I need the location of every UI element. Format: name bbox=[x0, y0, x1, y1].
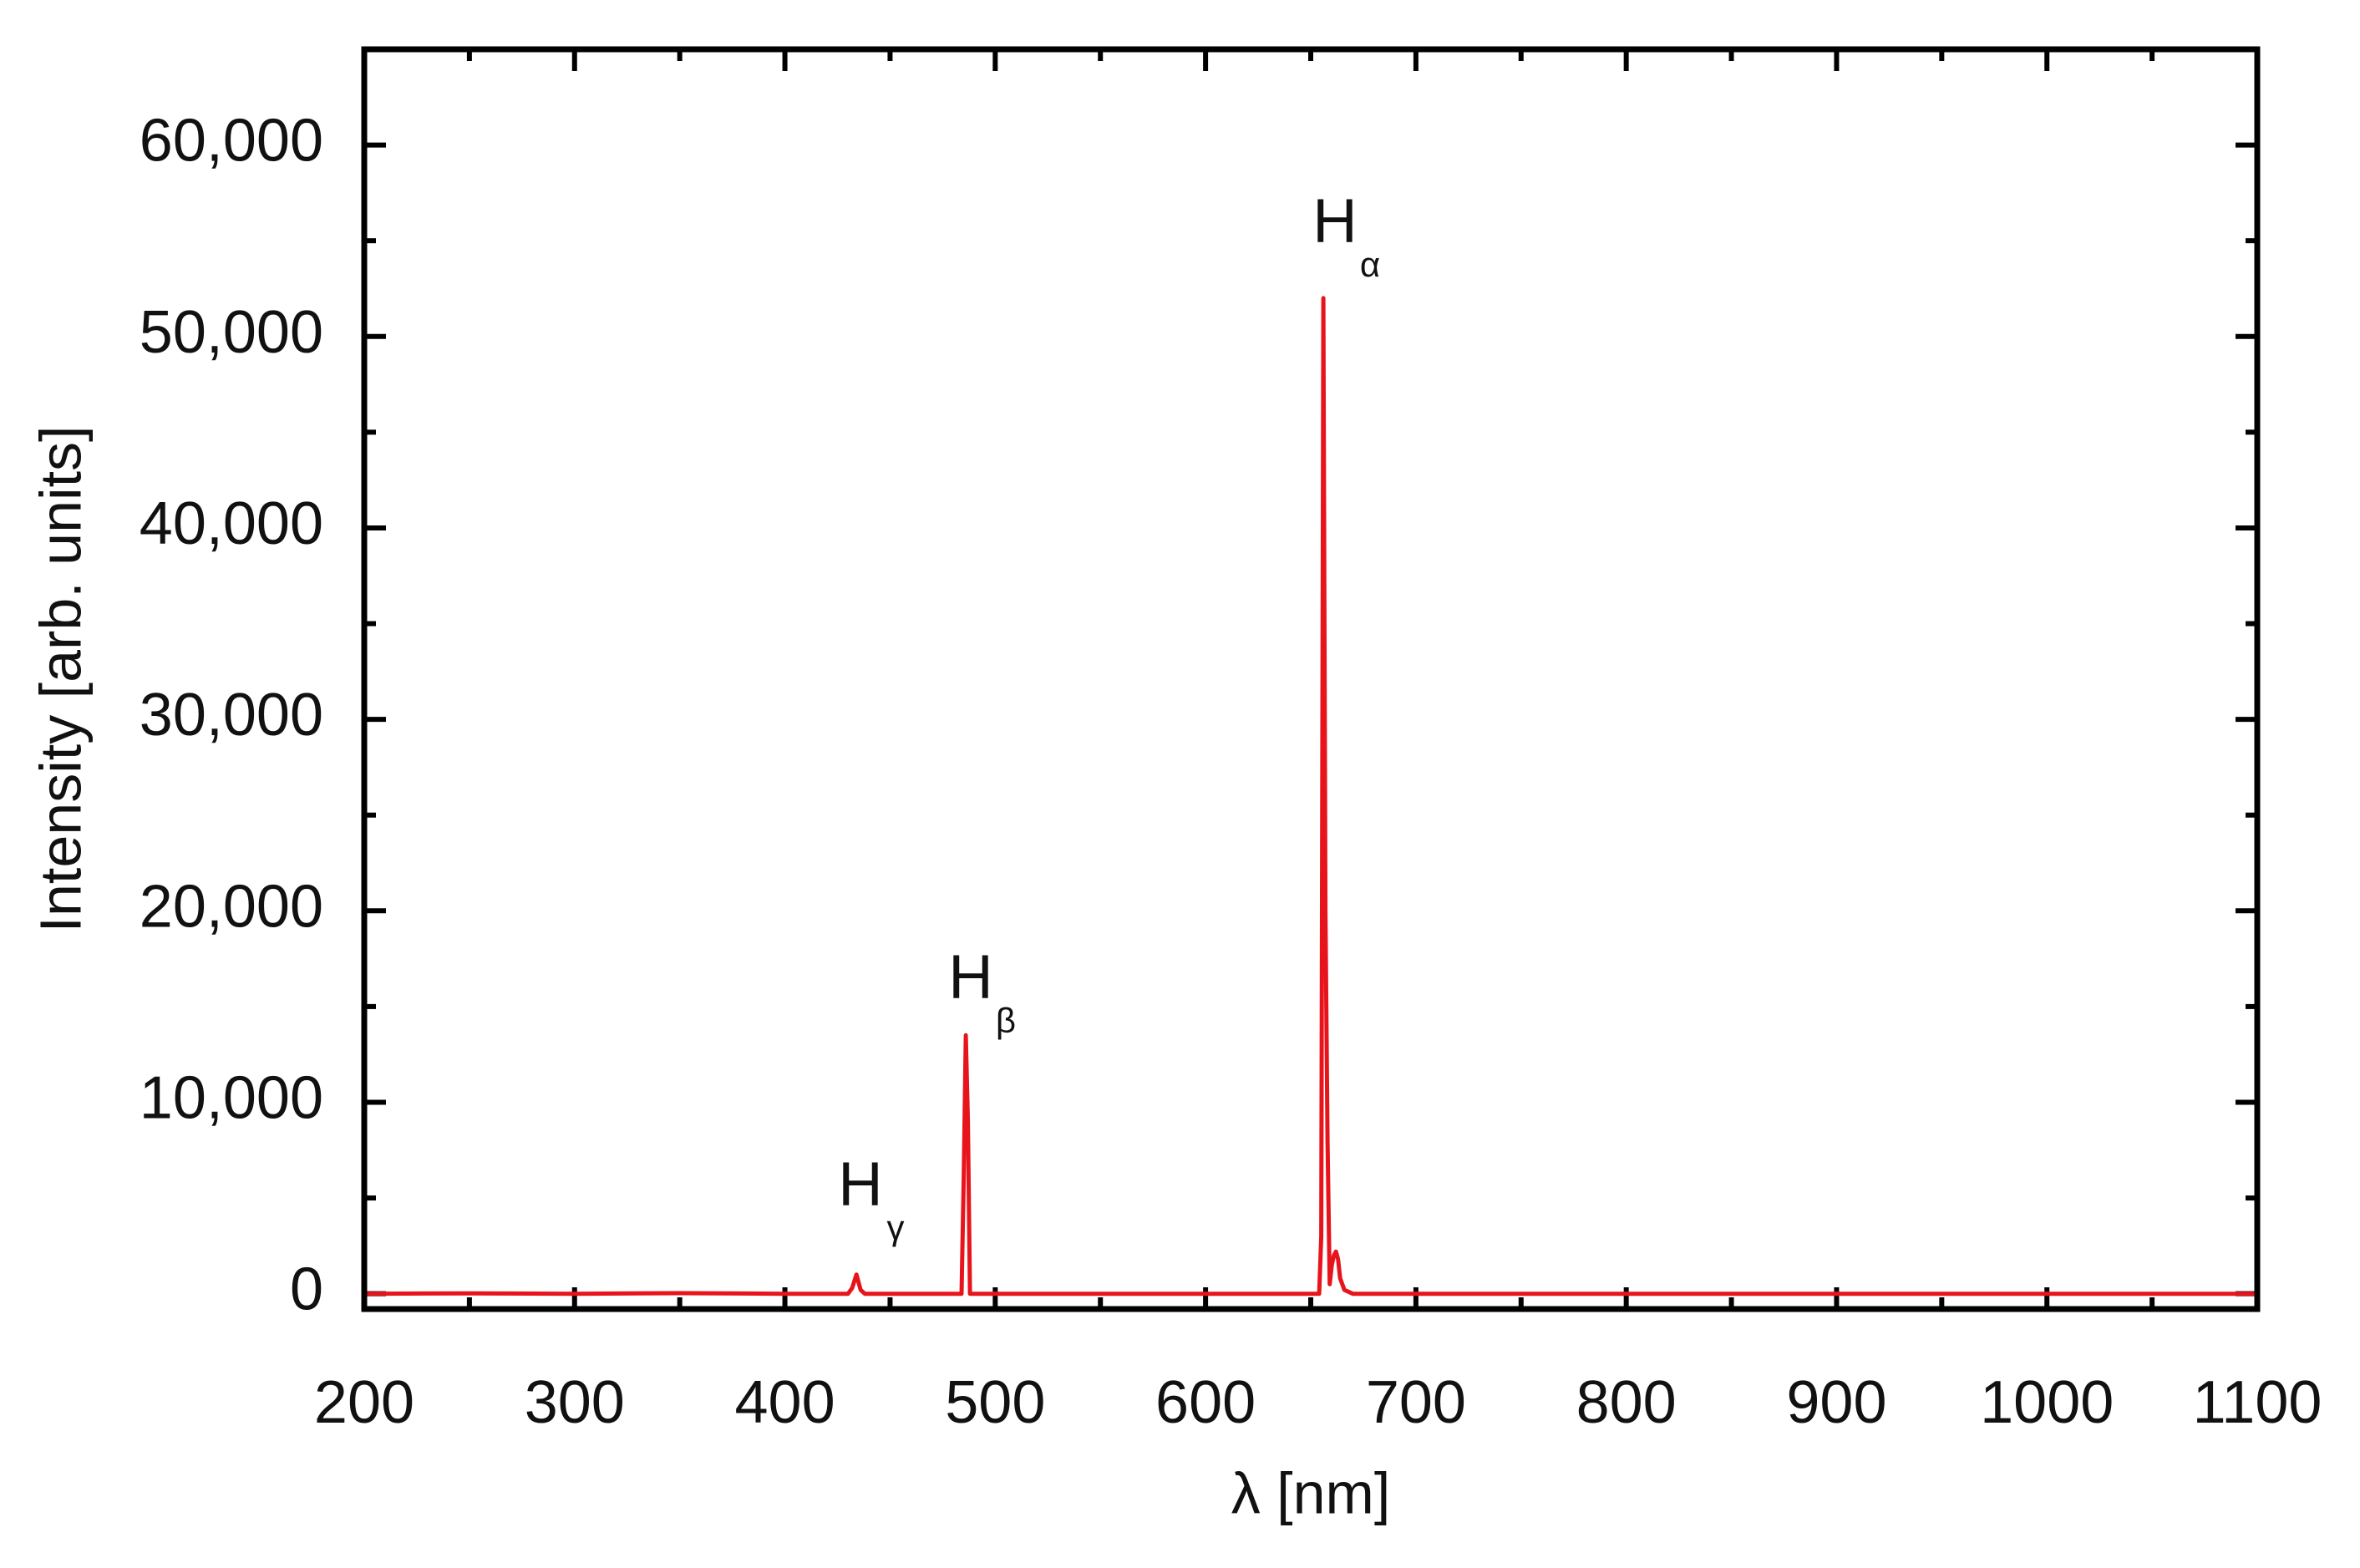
peak-label-sub: γ bbox=[887, 1208, 905, 1247]
peak-label-sub: β bbox=[996, 1001, 1016, 1040]
y-tick-label: 20,000 bbox=[140, 873, 323, 940]
x-tick-label: 500 bbox=[945, 1369, 1045, 1436]
plot-frame bbox=[361, 46, 2261, 1312]
peak-label: H bbox=[1312, 186, 1357, 256]
y-tick-label: 30,000 bbox=[140, 682, 323, 748]
x-tick-label: 1100 bbox=[2193, 1369, 2322, 1436]
y-tick-label: 60,000 bbox=[140, 108, 323, 175]
x-tick-label: 200 bbox=[314, 1369, 414, 1436]
x-tick-label: 1000 bbox=[1980, 1369, 2114, 1436]
y-axis-title: Intensity [arb. units] bbox=[28, 426, 93, 933]
x-tick-label: 300 bbox=[525, 1369, 625, 1436]
x-tick-label: 700 bbox=[1366, 1369, 1466, 1436]
y-tick-label: 0 bbox=[290, 1256, 323, 1323]
peak-label: H bbox=[948, 942, 992, 1012]
x-tick-label: 900 bbox=[1786, 1369, 1886, 1436]
x-axis-title: λ [nm] bbox=[1231, 1460, 1391, 1525]
y-tick-label: 40,000 bbox=[140, 490, 323, 557]
y-tick-label: 10,000 bbox=[140, 1065, 323, 1132]
x-tick-label: 400 bbox=[734, 1369, 835, 1436]
peak-label: H bbox=[838, 1149, 882, 1219]
x-tick-label: 600 bbox=[1155, 1369, 1256, 1436]
spectrum-line bbox=[363, 296, 2257, 1297]
y-tick-label: 50,000 bbox=[140, 299, 323, 366]
peak-label-sub: α bbox=[1360, 245, 1380, 284]
x-tick-label: 800 bbox=[1576, 1369, 1677, 1436]
